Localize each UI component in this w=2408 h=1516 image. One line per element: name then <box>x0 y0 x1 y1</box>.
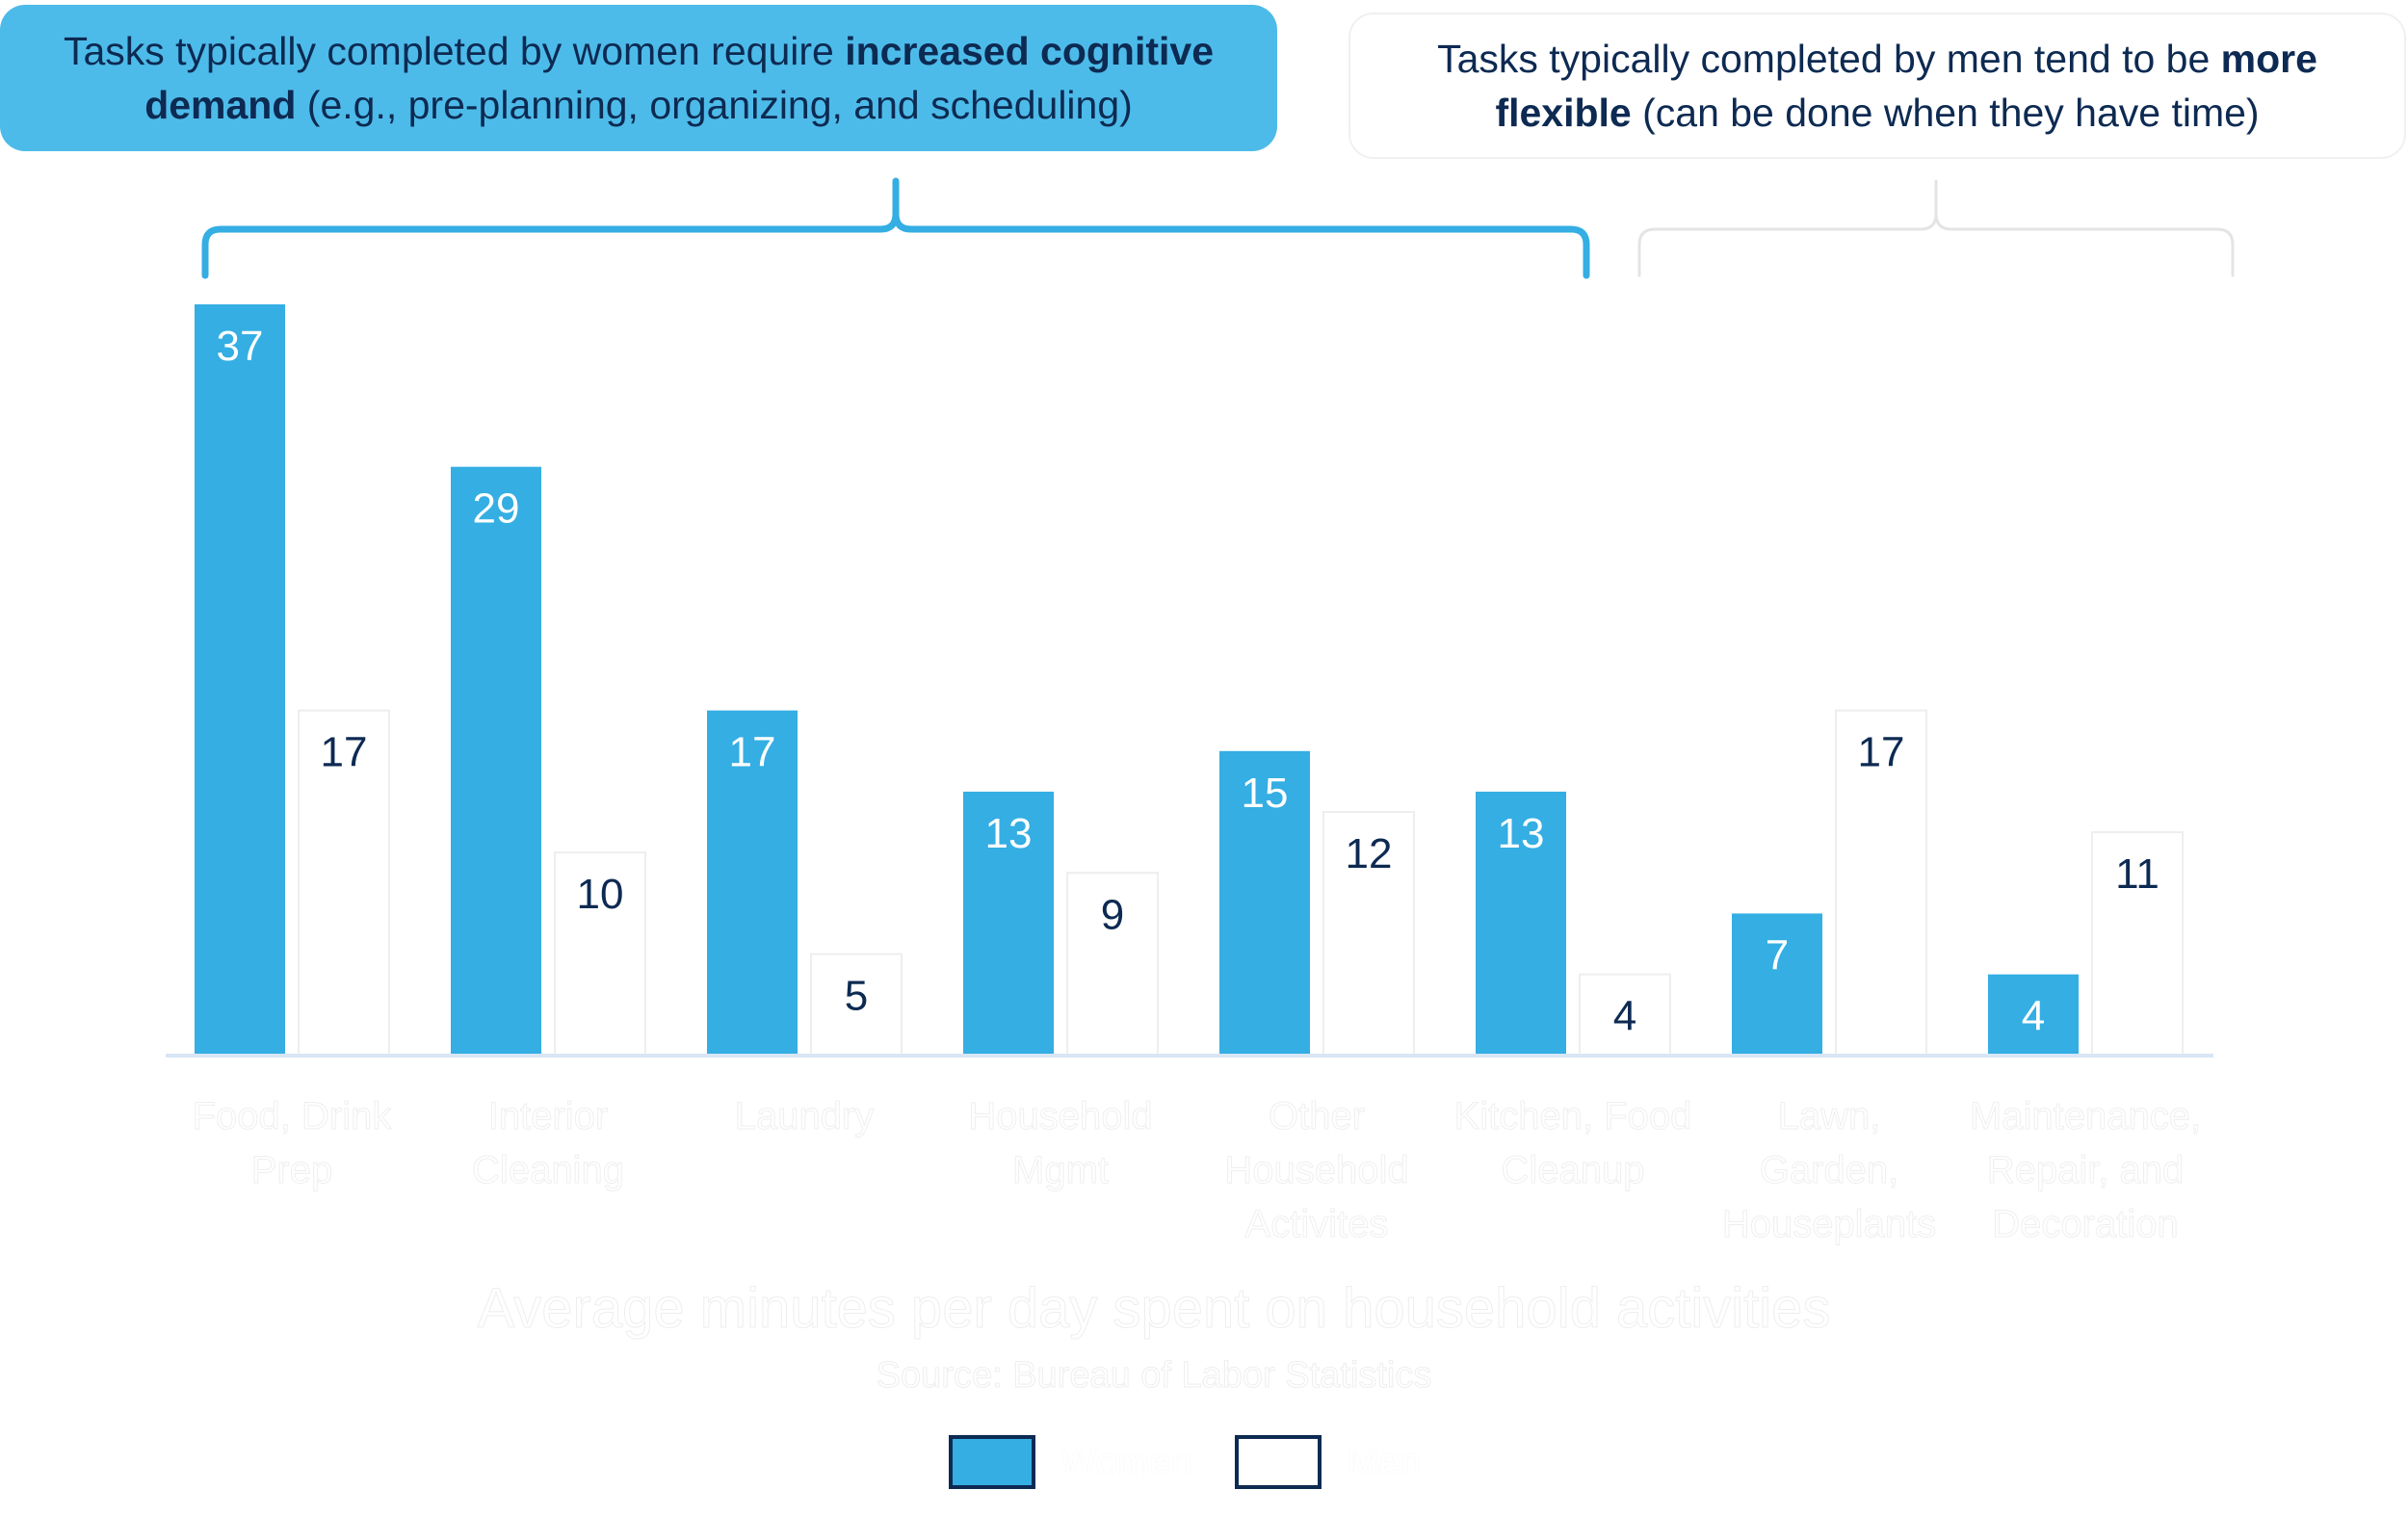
data-label-women: 37 <box>217 323 264 370</box>
category-tick-label: Cleanup <box>1501 1149 1644 1191</box>
category-tick-label: Maintenance, <box>1970 1095 2201 1137</box>
category-tick-label: Activites <box>1245 1203 1389 1245</box>
category-tick-label: Decoration <box>1992 1203 2178 1245</box>
category-tick-label: Household <box>1224 1149 1408 1191</box>
category-tick-label: Mgmt <box>1012 1149 1109 1191</box>
data-label-women: 7 <box>1766 931 1789 979</box>
data-label-men: 12 <box>1346 830 1393 877</box>
legend-label-men: Men <box>1347 1441 1422 1484</box>
category-tick-label: Prep <box>251 1149 333 1191</box>
data-label-women: 15 <box>1242 770 1289 817</box>
category-tick-label: Other <box>1269 1095 1365 1137</box>
men-tasks-bracket <box>1639 181 2233 275</box>
data-label-men: 10 <box>577 871 624 918</box>
data-label-men: 4 <box>1613 993 1636 1040</box>
chart-subtitle: Source: Bureau of Labor Statistics <box>877 1355 1432 1396</box>
legend-label-women: Women <box>1060 1441 1192 1484</box>
data-label-men: 9 <box>1101 891 1124 938</box>
data-label-women: 17 <box>729 729 776 776</box>
bar-chart: 37 17 Food, Drink Prep 29 10 Interior Cleaning 1… <box>0 0 2408 1516</box>
category-tick-label: Household <box>968 1095 1152 1137</box>
data-label-women: 13 <box>985 810 1033 857</box>
data-label-men: 11 <box>2115 850 2159 898</box>
data-label-men: 17 <box>321 729 368 776</box>
category-tick-label: Lawn, <box>1778 1095 1881 1137</box>
data-label-women: 13 <box>1498 810 1545 857</box>
category-tick-label: Laundry <box>735 1095 875 1137</box>
category-tick-label: Interior <box>488 1095 609 1137</box>
category-tick-label: Cleaning <box>472 1149 624 1191</box>
data-label-men: 5 <box>845 973 868 1020</box>
data-label-men: 17 <box>1858 729 1905 776</box>
category-tick-label: Repair, and <box>1987 1149 2185 1191</box>
data-label-women: 4 <box>2022 993 2045 1040</box>
legend: Women Men <box>949 1435 1464 1489</box>
category-tick-label: Garden, <box>1760 1149 1899 1191</box>
bar-women <box>451 467 541 1056</box>
bar-women <box>195 304 285 1056</box>
women-tasks-bracket <box>205 181 1586 275</box>
category-tick-label: Kitchen, Food <box>1454 1095 1692 1137</box>
legend-swatch-women <box>949 1435 1035 1489</box>
chart-title: Average minutes per day spent on househo… <box>478 1277 1831 1340</box>
legend-swatch-men <box>1235 1435 1322 1489</box>
data-label-women: 29 <box>473 485 520 533</box>
category-tick-label: Houseplants <box>1722 1203 1936 1245</box>
category-tick-label: Food, Drink <box>193 1095 393 1137</box>
